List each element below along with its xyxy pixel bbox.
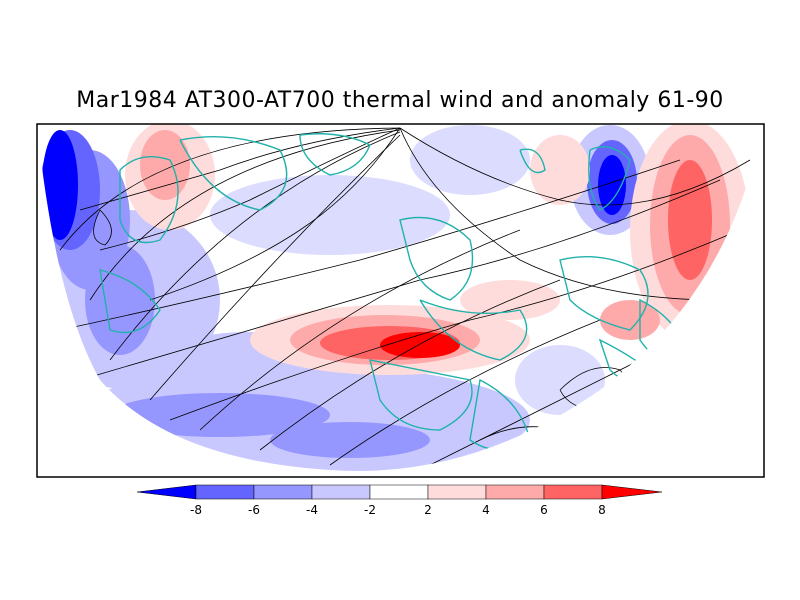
colorbar-segments [136, 484, 663, 500]
colorbar-segment [485, 484, 545, 500]
anomaly-shading [37, 124, 764, 471]
colorbar-segment [427, 484, 487, 500]
colorbar-segment [543, 484, 603, 500]
colorbar-segment [253, 484, 313, 500]
colorbar-arrow-right [601, 484, 663, 500]
map-frame [36, 123, 765, 478]
colorbar-tick-label: 2 [424, 503, 432, 517]
colorbar-tick-label: -6 [248, 503, 260, 517]
colorbar-arrow-left [136, 484, 197, 500]
colorbar-tick-label: -8 [190, 503, 202, 517]
colorbar-tick-label: -2 [364, 503, 376, 517]
colorbar-tick-label: -4 [306, 503, 318, 517]
colorbar-tick-label: 4 [482, 503, 490, 517]
colorbar-tick-labels: -8 -6 -4 -2 2 4 6 8 [190, 503, 606, 517]
colorbar-tick-label: 6 [540, 503, 548, 517]
colorbar-tick-label: 8 [598, 503, 606, 517]
colorbar-segment [369, 484, 429, 500]
colorbar-segment [311, 484, 371, 500]
colorbar-segment [195, 484, 255, 500]
map-title: Mar1984 AT300-AT700 thermal wind and ano… [76, 88, 724, 113]
